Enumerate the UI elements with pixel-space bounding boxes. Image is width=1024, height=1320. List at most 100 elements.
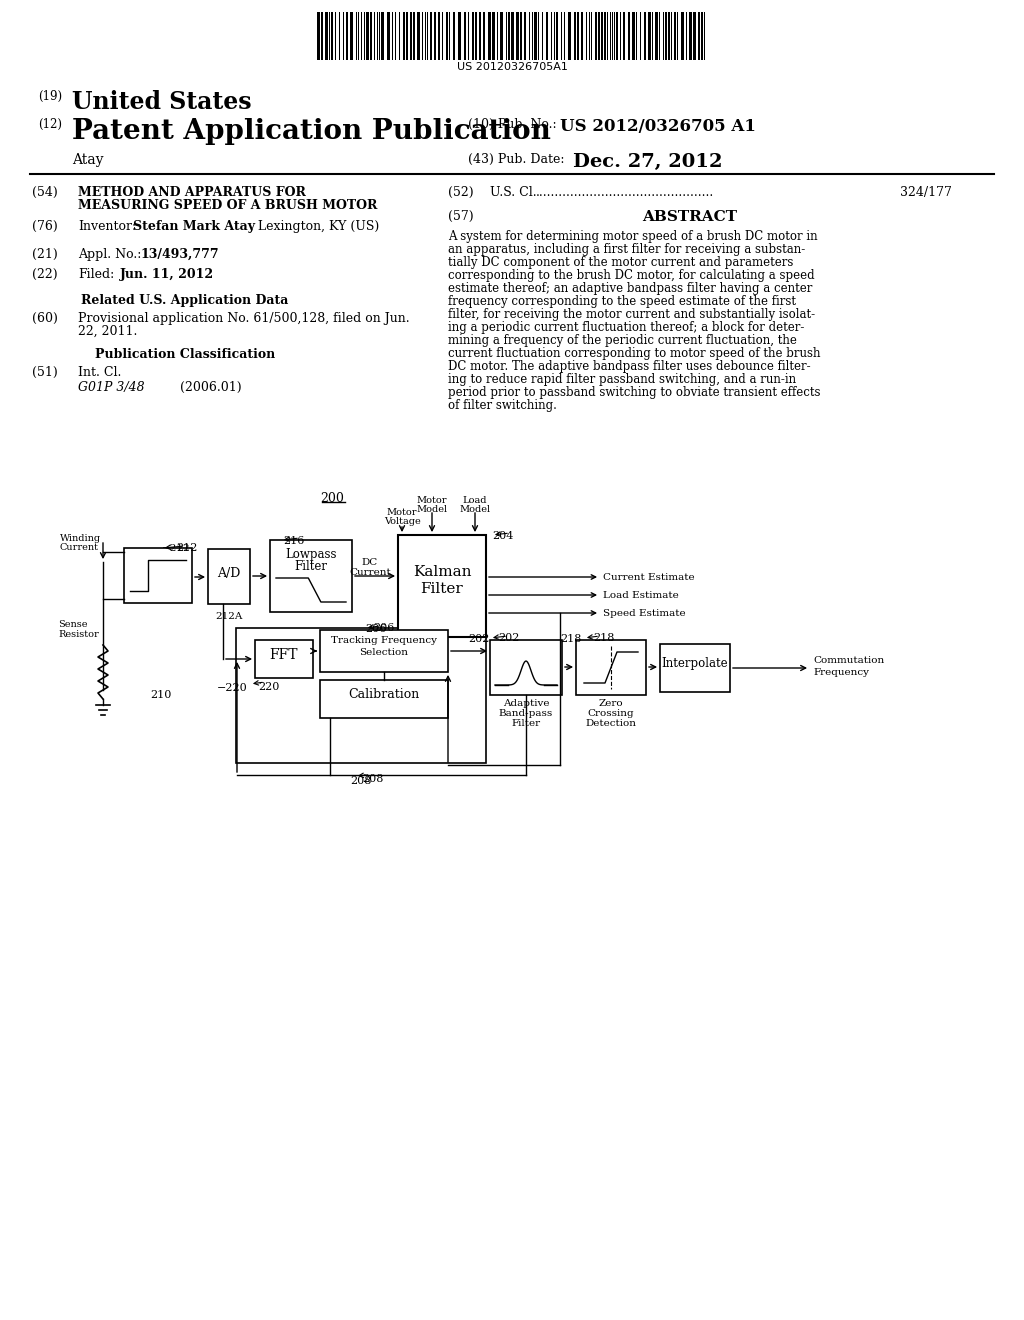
Text: ABSTRACT: ABSTRACT [642,210,737,224]
Text: of filter switching.: of filter switching. [449,399,557,412]
Text: ..............................................: ........................................… [536,186,715,199]
Text: 13/493,777: 13/493,777 [140,248,219,261]
Bar [516,12,519,59]
Text: (57): (57) [449,210,474,223]
Bar [366,12,369,59]
Text: 218: 218 [560,634,582,644]
Bar [511,12,514,59]
Bar [255,640,313,678]
Text: 206: 206 [373,623,394,634]
Text: current fluctuation corresponding to motor speed of the brush: current fluctuation corresponding to mot… [449,347,820,360]
Text: Load: Load [463,496,487,506]
Bar [568,12,571,59]
Text: DC: DC [361,558,378,568]
Text: US 20120326705A1: US 20120326705A1 [457,62,567,73]
Text: (60): (60) [32,312,58,325]
Text: ing a periodic current fluctuation thereof; a block for deter-: ing a periodic current fluctuation there… [449,321,805,334]
Text: tially DC component of the motor current and parameters: tially DC component of the motor current… [449,256,794,269]
Text: Adaptive: Adaptive [503,700,549,708]
Text: estimate thereof; an adaptive bandpass filter having a center: estimate thereof; an adaptive bandpass f… [449,282,812,294]
Text: Selection: Selection [359,648,409,657]
Text: (76): (76) [32,220,57,234]
Bar [479,12,481,59]
Bar [601,12,603,59]
Text: (19): (19) [38,90,62,103]
Bar [632,12,635,59]
Text: Filter: Filter [511,719,541,729]
Bar [668,12,670,59]
Bar [446,12,449,59]
Bar [270,540,352,612]
Bar [319,680,449,718]
Text: Atay: Atay [72,153,103,168]
Bar [520,12,522,59]
Text: A system for determining motor speed of a brush DC motor in: A system for determining motor speed of … [449,230,817,243]
Text: Voltage: Voltage [384,517,421,525]
Text: (52): (52) [449,186,474,199]
Bar [575,640,646,696]
Bar [674,12,676,59]
Bar [346,12,348,59]
Bar [413,12,415,59]
Bar [350,12,353,59]
Bar [581,12,583,59]
Text: Filed:: Filed: [78,268,115,281]
Text: Related U.S. Application Data: Related U.S. Application Data [81,294,289,308]
Bar [124,548,193,603]
Text: FFT: FFT [269,648,298,663]
Text: 212: 212 [176,543,198,553]
Text: MEASURING SPEED OF A BRUSH MOTOR: MEASURING SPEED OF A BRUSH MOTOR [78,199,378,213]
Bar [701,12,703,59]
Text: Dec. 27, 2012: Dec. 27, 2012 [573,153,723,172]
Text: Provisional application No. 61/500,128, filed on Jun.: Provisional application No. 61/500,128, … [78,312,410,325]
Text: corresponding to the brush DC motor, for calculating a speed: corresponding to the brush DC motor, for… [449,269,815,282]
Text: mining a frequency of the periodic current fluctuation, the: mining a frequency of the periodic curre… [449,334,797,347]
Bar [534,12,537,59]
Text: Frequency: Frequency [813,668,869,677]
Text: −220: −220 [217,682,248,693]
Bar [648,12,651,59]
Text: (21): (21) [32,248,57,261]
Text: , Lexington, KY (US): , Lexington, KY (US) [250,220,379,234]
Bar [681,12,684,59]
Bar [660,644,730,692]
Bar [689,12,692,59]
Bar [665,12,667,59]
Text: Load Estimate: Load Estimate [603,591,679,601]
Text: Resistor: Resistor [58,630,98,639]
Bar [488,12,490,59]
Text: 208: 208 [362,774,383,784]
Bar [483,12,485,59]
Bar [319,630,449,672]
Text: Winding: Winding [60,535,101,543]
Text: 324/177: 324/177 [900,186,952,199]
Text: Sense: Sense [58,620,87,630]
Bar [574,12,575,59]
Bar [556,12,558,59]
Text: Motor: Motor [417,496,447,506]
Bar [236,628,486,763]
Text: METHOD AND APPARATUS FOR: METHOD AND APPARATUS FOR [78,186,306,199]
Text: 218: 218 [593,634,614,643]
Bar [453,12,455,59]
Bar [604,12,606,59]
Bar [208,549,250,605]
Bar [417,12,420,59]
Bar [628,12,630,59]
Text: Publication Classification: Publication Classification [95,348,275,360]
Bar [524,12,526,59]
Text: 212A: 212A [215,612,243,620]
Bar [381,12,384,59]
Text: 200: 200 [319,492,344,506]
Text: Patent Application Publication: Patent Application Publication [72,117,551,145]
Text: Kalman: Kalman [413,565,471,579]
Text: DC motor. The adaptive bandpass filter uses debounce filter-: DC motor. The adaptive bandpass filter u… [449,360,811,374]
Bar [438,12,440,59]
Bar [317,12,319,59]
Bar [325,12,328,59]
Bar [321,12,323,59]
Text: −212: −212 [162,544,190,553]
Text: Appl. No.:: Appl. No.: [78,248,141,261]
Text: 220: 220 [258,682,280,692]
Bar [508,12,510,59]
